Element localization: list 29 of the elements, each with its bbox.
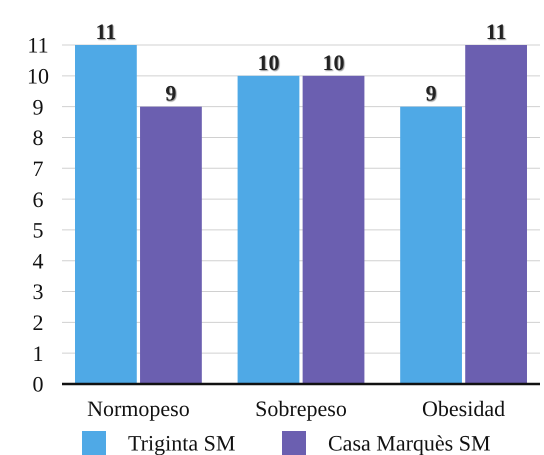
data-label: 9: [426, 80, 437, 106]
y-tick-label: 0: [32, 372, 44, 397]
data-label: 9: [165, 80, 176, 106]
data-label: 10: [322, 50, 345, 75]
x-tick-label: Normopeso: [87, 396, 190, 421]
y-tick-label: 4: [32, 248, 44, 274]
y-tick-label: 11: [27, 32, 49, 58]
x-tick-label: Sobrepeso: [255, 396, 347, 421]
y-tick-label: 9: [32, 94, 44, 120]
data-label: 11: [96, 19, 116, 44]
legend-label: Casa Marquès SM: [328, 430, 491, 455]
y-tick-label: 10: [27, 64, 49, 89]
y-tick-label: 3: [32, 279, 44, 304]
y-tick-label: 8: [32, 125, 44, 150]
y-tick-label: 6: [32, 186, 44, 212]
bar: [400, 106, 462, 384]
y-tick-label: 5: [32, 218, 44, 243]
bar: [75, 45, 137, 384]
data-label: 10: [257, 50, 280, 75]
x-tick-label: Obesidad: [422, 396, 506, 421]
legend-label: Triginta SM: [128, 430, 236, 455]
bar: [238, 76, 300, 384]
data-label: 11: [486, 19, 506, 44]
bar: [140, 106, 202, 384]
bar: [465, 45, 527, 384]
y-tick-label: 1: [32, 340, 44, 366]
y-tick-label: 7: [32, 156, 44, 181]
y-tick-label: 2: [32, 310, 44, 336]
bar: [302, 76, 364, 384]
